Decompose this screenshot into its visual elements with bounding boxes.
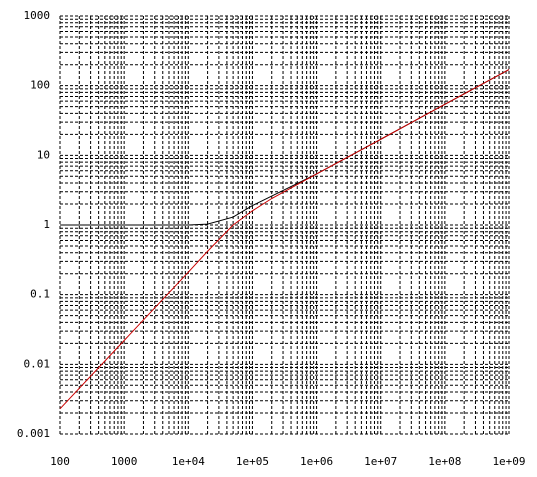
x-tick-label: 100 bbox=[50, 455, 70, 468]
x-tick-label: 1e+05 bbox=[236, 455, 269, 468]
x-tick-label: 1000 bbox=[111, 455, 138, 468]
y-tick-label: 0.1 bbox=[30, 288, 50, 301]
y-tick-label: 1 bbox=[43, 218, 50, 231]
x-tick-label: 1e+09 bbox=[492, 455, 525, 468]
y-tick-label: 1000 bbox=[24, 9, 51, 22]
y-tick-label: 10 bbox=[37, 148, 50, 161]
y-tick-label: 100 bbox=[30, 79, 50, 92]
x-tick-label: 1e+04 bbox=[172, 455, 205, 468]
x-tick-label: 1e+07 bbox=[364, 455, 397, 468]
x-tick-label: 1e+08 bbox=[428, 455, 461, 468]
y-tick-label: 0.01 bbox=[24, 357, 51, 370]
series-line bbox=[59, 69, 510, 410]
y-tick-label: 0.001 bbox=[17, 427, 50, 440]
x-tick-label: 1e+06 bbox=[300, 455, 333, 468]
